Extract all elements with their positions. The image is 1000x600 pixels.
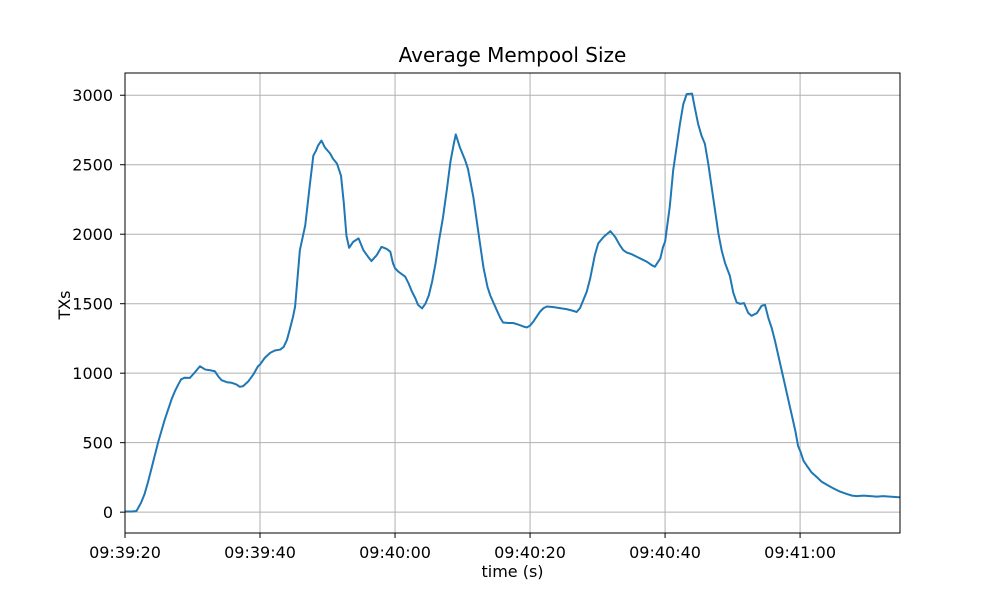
x-tick-label: 09:39:40 bbox=[224, 543, 296, 562]
chart-title: Average Mempool Size bbox=[398, 43, 627, 67]
x-tick-label: 09:39:20 bbox=[89, 543, 161, 562]
y-tick-label: 0 bbox=[103, 503, 113, 522]
y-tick-label: 1000 bbox=[72, 364, 113, 383]
y-tick-label: 500 bbox=[82, 434, 113, 453]
axes-box bbox=[124, 72, 901, 534]
y-tick-label: 2500 bbox=[72, 156, 113, 175]
x-tick-label: 09:40:40 bbox=[629, 543, 701, 562]
x-tick-label: 09:40:00 bbox=[359, 543, 431, 562]
x-tick-label: 09:40:20 bbox=[494, 543, 566, 562]
y-tick-label: 2000 bbox=[72, 225, 113, 244]
plot-background bbox=[125, 73, 900, 533]
y-tick-label: 1500 bbox=[72, 295, 113, 314]
y-tick-label: 3000 bbox=[72, 86, 113, 105]
x-tick-label: 09:41:00 bbox=[764, 543, 836, 562]
mempool-size-line bbox=[125, 92, 901, 513]
y-axis-label: TXs bbox=[55, 290, 74, 320]
x-axis-label: time (s) bbox=[481, 562, 544, 581]
